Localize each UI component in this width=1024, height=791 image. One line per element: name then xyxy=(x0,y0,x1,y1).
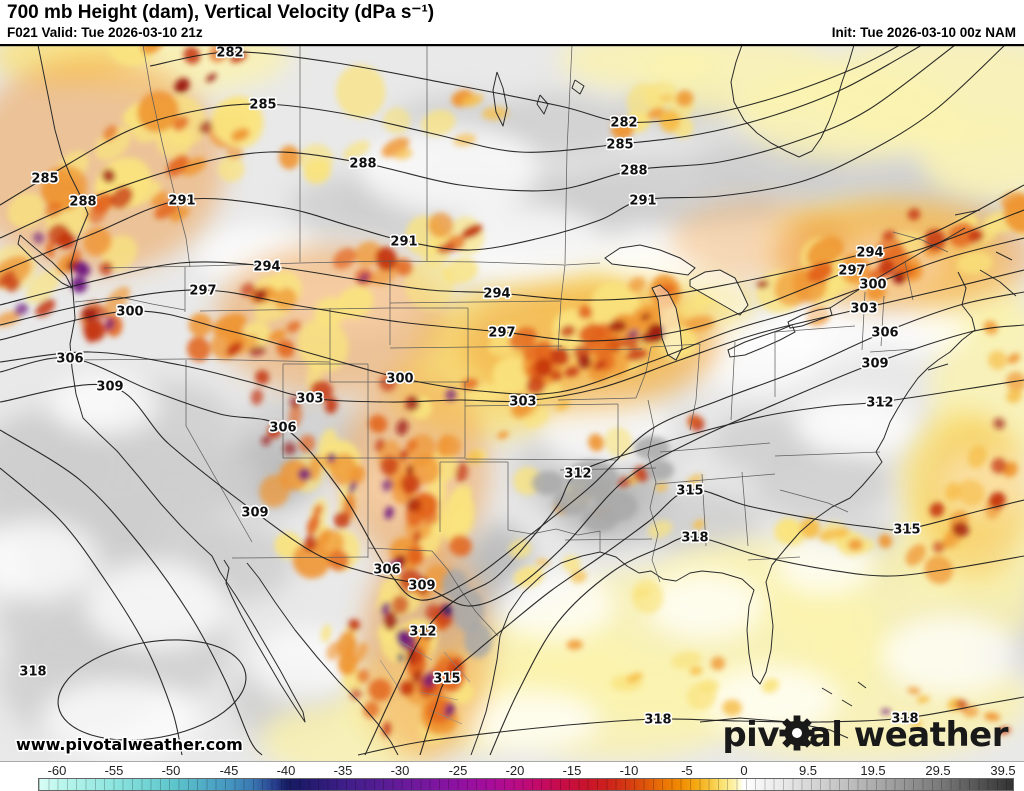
colorbar-cell-lines xyxy=(39,779,1013,790)
contour-label: 282 xyxy=(216,46,243,61)
init-time-label: Init: Tue 2026-03-10 00z NAM xyxy=(831,25,1016,40)
colorbar-tick: -15 xyxy=(562,763,582,778)
colorbar-tick: -50 xyxy=(161,763,181,778)
contour-label: 285 xyxy=(606,138,633,153)
watermark-url: www.pivotalweather.com xyxy=(16,735,243,754)
contour-label: 303 xyxy=(296,392,323,407)
contour-label: 312 xyxy=(866,396,893,411)
colorbar-tick: -55 xyxy=(104,763,124,778)
contour-label: 282 xyxy=(610,116,637,131)
contour-label: 297 xyxy=(189,284,216,299)
contour-label: 294 xyxy=(856,246,883,261)
colorbar-tick: -30 xyxy=(390,763,410,778)
contour-label: 318 xyxy=(891,712,918,727)
colorbar-tick: -25 xyxy=(448,763,468,778)
colorbar-tick: 29.5 xyxy=(925,763,951,778)
map-area: 282 282 285 285 285 288 288 288 291 291 291 294 294 2… xyxy=(0,45,1024,761)
weather-map-canvas: 282 282 285 285 285 288 288 288 291 291 291 294 294 2… xyxy=(0,45,1024,761)
map-layers: 282 282 285 285 285 288 288 288 291 291 291 294 294 2… xyxy=(0,45,1024,761)
contour-label: 288 xyxy=(69,195,96,210)
colorbar-tick: 39.5 xyxy=(990,763,1016,778)
contour-label: 306 xyxy=(373,563,400,578)
contour-label: 291 xyxy=(168,194,195,209)
brand-logo: piv tal weather xyxy=(722,715,1009,755)
contour-label: 294 xyxy=(253,260,280,275)
contour-label: 300 xyxy=(116,305,143,320)
logo-text-left: piv xyxy=(722,715,779,755)
contour-label: 309 xyxy=(96,380,123,395)
contour-label: 306 xyxy=(56,352,83,367)
contour-label: 312 xyxy=(564,467,591,482)
valid-time-label: F021 Valid: Tue 2026-03-10 21z xyxy=(7,25,203,40)
contour-label: 315 xyxy=(676,484,703,499)
colorbar-tick: 19.5 xyxy=(860,763,886,778)
height-contours xyxy=(0,45,1024,756)
contour-label: 306 xyxy=(269,421,296,436)
coastlines xyxy=(17,45,1017,756)
contour-label: 288 xyxy=(620,164,647,179)
contour-label: 312 xyxy=(409,625,436,640)
colorbar-tick: -5 xyxy=(681,763,693,778)
contour-label: 309 xyxy=(408,579,435,594)
contour-labels: 282 282 285 285 285 288 288 288 291 291 291 294 294 2… xyxy=(18,45,922,729)
contour-label: 294 xyxy=(483,287,510,302)
contour-label: 300 xyxy=(859,278,886,293)
colorbar-tick: -35 xyxy=(333,763,353,778)
contour-label: 303 xyxy=(509,395,536,410)
colorbar-tick: 0 xyxy=(740,763,748,778)
logo-text-right: tal weather xyxy=(793,715,1009,755)
colorbar-gradient xyxy=(38,778,1014,791)
contour-label: 318 xyxy=(19,665,46,680)
contour-label: 285 xyxy=(31,172,58,187)
mexico-state-borders xyxy=(379,639,471,725)
great-lakes xyxy=(604,244,833,361)
contour-label: 306 xyxy=(871,326,898,341)
contour-label: 297 xyxy=(838,264,865,279)
map-header: 700 mb Height (dam), Vertical Velocity (… xyxy=(0,0,1024,45)
colorbar-tick: -40 xyxy=(276,763,296,778)
contour-label: 291 xyxy=(629,194,656,209)
contour-label: 309 xyxy=(241,506,268,521)
colorbar: -60 -55 -50 -45 -40 -35 -30 -25 -20 -15 -10 -5 0 9.5 1… xyxy=(0,761,1024,791)
state-borders xyxy=(69,45,949,637)
gear-icon xyxy=(779,715,815,751)
contour-label: 297 xyxy=(488,326,515,341)
contour-label: 315 xyxy=(433,672,460,687)
colorbar-tick: -10 xyxy=(619,763,639,778)
contour-label: 303 xyxy=(850,302,877,317)
contour-label: 285 xyxy=(249,98,276,113)
page-title: 700 mb Height (dam), Vertical Velocity (… xyxy=(7,2,435,23)
contour-label: 318 xyxy=(681,531,708,546)
colorbar-tick: -60 xyxy=(47,763,67,778)
colorbar-tick: -20 xyxy=(505,763,525,778)
positive-vv-cores xyxy=(442,436,674,658)
contour-label: 288 xyxy=(349,157,376,172)
colorbar-tick: -45 xyxy=(219,763,239,778)
colorbar-tick: 9.5 xyxy=(798,763,818,778)
vertical-velocity-cells xyxy=(0,45,1024,745)
contour-label: 309 xyxy=(861,357,888,372)
contour-label: 291 xyxy=(390,235,417,250)
contour-label: 318 xyxy=(644,713,671,728)
contour-label: 300 xyxy=(386,372,413,387)
contour-label: 315 xyxy=(893,523,920,538)
